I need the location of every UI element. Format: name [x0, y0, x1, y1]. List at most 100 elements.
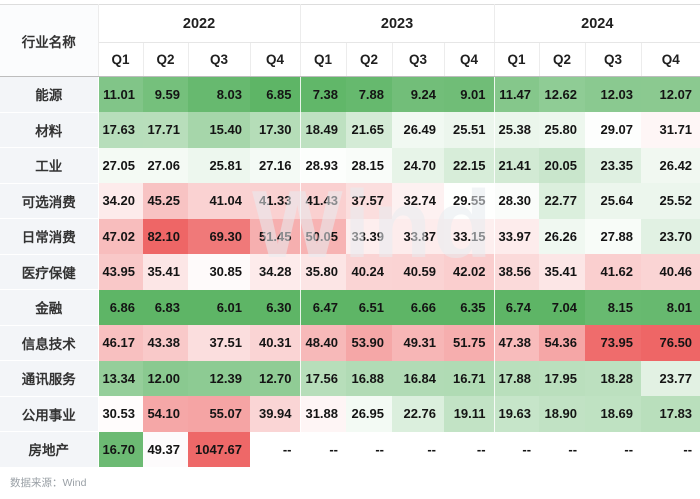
cell-能源-2023-Q3: 9.24	[392, 76, 445, 112]
cell-房地产-2023-Q1: --	[299, 431, 347, 467]
table-row-金融: 金融 6.86 6.83 6.01 6.30 6.47 6.51 6.66 6.35 6.74 7.…	[0, 289, 700, 326]
cell-医疗保健-2022-Q4: 34.28	[250, 254, 301, 290]
industry-heatmap-table: 行业名称 2022 2023 2024 Q1 Q2 Q3 Q4 Q1 Q2 Q3 Q4 Q1 Q2…	[0, 4, 700, 468]
cell-能源-2024-Q1: 11.47	[493, 76, 540, 112]
quarter-header-2023-Q1: Q1	[299, 42, 347, 77]
cell-可选消费-2024-Q1: 28.30	[493, 183, 540, 219]
table-header: 行业名称 2022 2023 2024 Q1 Q2 Q3 Q4 Q1 Q2 Q3 Q4 Q1 Q2…	[0, 4, 700, 77]
industry-label: 房地产	[0, 431, 99, 468]
quarter-header-2024-Q1: Q1	[493, 42, 540, 77]
cell-医疗保健-2023-Q3: 40.59	[392, 254, 445, 290]
cell-可选消费-2022-Q1: 34.20	[97, 183, 143, 219]
cell-通讯服务-2022-Q4: 12.70	[250, 360, 301, 396]
cell-医疗保健-2024-Q3: 41.62	[585, 254, 642, 290]
cell-金融-2024-Q2: 7.04	[539, 289, 586, 325]
cell-公用事业-2024-Q4: 17.83	[641, 396, 700, 432]
cell-日常消费-2023-Q3: 33.87	[392, 218, 445, 254]
year-header-row: 行业名称 2022 2023 2024	[0, 4, 700, 77]
industry-label: 可选消费	[0, 183, 99, 219]
table-body: 能源 11.01 9.59 8.03 6.85 7.38 7.88 9.24 9.01 11.47…	[0, 76, 700, 468]
cell-材料-2023-Q3: 26.49	[392, 112, 445, 148]
cell-医疗保健-2022-Q2: 35.41	[143, 254, 188, 290]
cell-材料-2022-Q2: 17.71	[143, 112, 188, 148]
cell-工业-2023-Q2: 28.15	[346, 147, 393, 183]
cell-房地产-2022-Q1: 16.70	[97, 431, 143, 467]
cell-日常消费-2024-Q1: 33.97	[493, 218, 540, 254]
cell-能源-2023-Q1: 7.38	[299, 76, 347, 112]
cell-公用事业-2024-Q3: 18.69	[585, 396, 642, 432]
cell-通讯服务-2023-Q1: 17.56	[299, 360, 347, 396]
cell-金融-2024-Q3: 8.15	[585, 289, 642, 325]
quarter-header-2023-Q2: Q2	[345, 42, 393, 77]
industry-label: 医疗保健	[0, 254, 99, 290]
cell-日常消费-2022-Q3: 69.30	[188, 218, 250, 254]
quarter-header-2022-Q1: Q1	[97, 42, 143, 77]
table-row-通讯服务: 通讯服务 13.34 12.00 12.39 12.70 17.56 16.88 16.84 1…	[0, 360, 700, 397]
cell-可选消费-2022-Q4: 41.33	[250, 183, 301, 219]
year-header-2022: 2022	[97, 4, 301, 43]
data-source-note: 数据来源：Wind	[10, 477, 87, 489]
table-row-材料: 材料 17.63 17.71 15.40 17.30 18.49 21.65 26.49 25.…	[0, 112, 700, 148]
cell-材料-2023-Q2: 21.65	[346, 112, 393, 148]
industry-label: 材料	[0, 112, 99, 148]
cell-金融-2023-Q4: 6.35	[444, 289, 495, 325]
quarter-header-2023-Q3: Q3	[391, 42, 445, 77]
cell-日常消费-2023-Q1: 50.05	[299, 218, 347, 254]
table-row-可选消费: 可选消费 34.20 45.25 41.04 41.33 41.43 37.57 32.74 2…	[0, 183, 700, 219]
industry-name-header: 行业名称	[0, 4, 99, 77]
cell-金融-2022-Q2: 6.83	[143, 289, 188, 325]
cell-材料-2023-Q4: 25.51	[444, 112, 495, 148]
cell-能源-2023-Q2: 7.88	[346, 76, 393, 112]
cell-房地产-2024-Q4: --	[641, 431, 700, 467]
quarter-header-2024-Q2: Q2	[538, 42, 586, 77]
cell-信息技术-2022-Q2: 43.38	[143, 325, 188, 361]
cell-金融-2023-Q2: 6.51	[346, 289, 393, 325]
cell-通讯服务-2022-Q2: 12.00	[143, 360, 188, 396]
cell-房地产-2023-Q3: --	[392, 431, 445, 467]
cell-可选消费-2023-Q3: 32.74	[392, 183, 445, 219]
cell-日常消费-2022-Q1: 47.02	[97, 218, 143, 254]
cell-工业-2022-Q4: 27.16	[250, 147, 301, 183]
cell-日常消费-2024-Q2: 26.26	[539, 218, 586, 254]
cell-金融-2022-Q4: 6.30	[250, 289, 301, 325]
quarter-header-2024-Q4: Q4	[640, 42, 700, 77]
cell-金融-2024-Q4: 8.01	[641, 289, 700, 325]
cell-金融-2022-Q3: 6.01	[188, 289, 250, 325]
cell-房地产-2022-Q3: 1047.67	[188, 431, 250, 467]
industry-label: 能源	[0, 76, 99, 113]
quarter-header-row: Q1 Q2 Q3 Q4 Q1 Q2 Q3 Q4 Q1 Q2 Q3 Q4	[0, 42, 700, 77]
cell-房地产-2023-Q2: --	[346, 431, 393, 467]
cell-金融-2023-Q3: 6.66	[392, 289, 445, 325]
cell-能源-2024-Q3: 12.03	[585, 76, 642, 112]
cell-通讯服务-2024-Q1: 17.88	[493, 360, 540, 396]
cell-医疗保健-2024-Q4: 40.46	[641, 254, 700, 290]
cell-公用事业-2022-Q1: 30.53	[97, 396, 143, 432]
cell-工业-2022-Q1: 27.05	[97, 147, 143, 183]
cell-信息技术-2024-Q3: 73.95	[585, 325, 642, 361]
cell-信息技术-2024-Q4: 76.50	[641, 325, 700, 361]
cell-工业-2022-Q3: 25.81	[188, 147, 250, 183]
cell-材料-2023-Q1: 18.49	[299, 112, 347, 148]
cell-工业-2024-Q2: 20.05	[539, 147, 586, 183]
cell-通讯服务-2024-Q4: 23.77	[641, 360, 700, 396]
cell-日常消费-2022-Q4: 51.45	[250, 218, 301, 254]
cell-公用事业-2022-Q3: 55.07	[188, 396, 250, 432]
cell-通讯服务-2024-Q3: 18.28	[585, 360, 642, 396]
industry-label: 金融	[0, 289, 99, 326]
cell-公用事业-2023-Q2: 26.95	[346, 396, 393, 432]
table-row-房地产: 房地产 16.70 49.37 1047.67 -- -- -- -- -- -- -- -- --	[0, 431, 700, 468]
cell-材料-2024-Q2: 25.80	[539, 112, 586, 148]
cell-医疗保健-2023-Q1: 35.80	[299, 254, 347, 290]
industry-label: 通讯服务	[0, 360, 99, 397]
cell-通讯服务-2024-Q2: 17.95	[539, 360, 586, 396]
cell-医疗保健-2023-Q2: 40.24	[346, 254, 393, 290]
cell-房地产-2024-Q2: --	[539, 431, 586, 467]
cell-日常消费-2022-Q2: 82.10	[143, 218, 188, 254]
cell-信息技术-2022-Q3: 37.51	[188, 325, 250, 361]
cell-日常消费-2024-Q4: 23.70	[641, 218, 700, 254]
industry-label: 公用事业	[0, 396, 99, 432]
cell-信息技术-2024-Q2: 54.36	[539, 325, 586, 361]
cell-工业-2022-Q2: 27.06	[143, 147, 188, 183]
cell-通讯服务-2022-Q3: 12.39	[188, 360, 250, 396]
cell-医疗保健-2022-Q3: 30.85	[188, 254, 250, 290]
